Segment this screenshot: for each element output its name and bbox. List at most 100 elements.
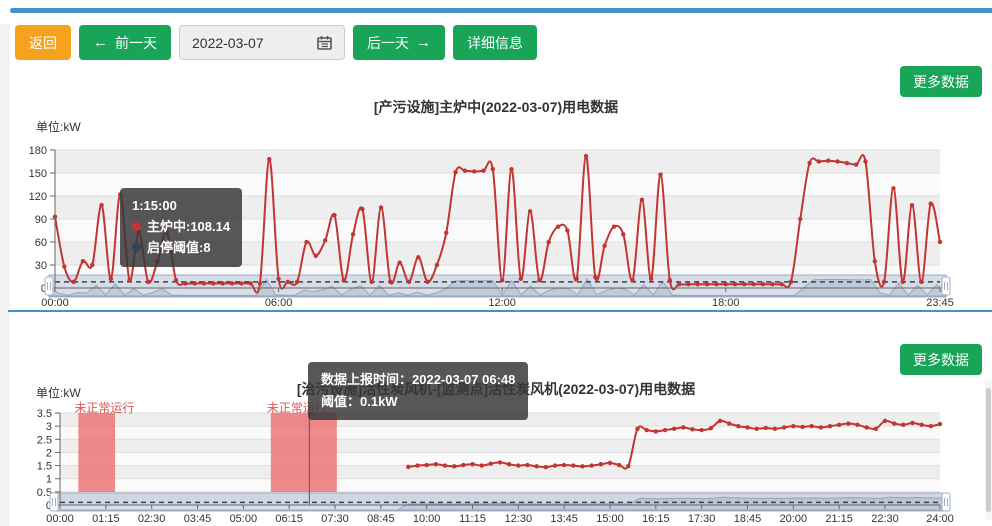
data-point[interactable] (534, 464, 539, 469)
data-point[interactable] (704, 281, 710, 287)
data-point[interactable] (681, 425, 686, 430)
data-point[interactable] (434, 262, 440, 268)
data-point[interactable] (901, 422, 906, 428)
data-point[interactable] (881, 279, 887, 285)
data-point[interactable] (919, 279, 924, 285)
data-point[interactable] (763, 425, 769, 431)
data-point[interactable] (798, 216, 803, 222)
data-point[interactable] (745, 425, 750, 430)
data-point[interactable] (653, 429, 659, 434)
data-point[interactable] (695, 281, 700, 287)
data-point[interactable] (462, 168, 468, 173)
data-point[interactable] (304, 239, 309, 245)
data-point[interactable] (71, 279, 76, 285)
data-point[interactable] (937, 239, 943, 245)
data-point[interactable] (863, 159, 868, 164)
data-point[interactable] (779, 281, 784, 287)
data-point[interactable] (853, 162, 859, 167)
data-point[interactable] (714, 281, 719, 287)
data-point[interactable] (350, 232, 356, 237)
data-point[interactable] (442, 463, 448, 468)
data-point[interactable] (257, 281, 263, 286)
data-point[interactable] (211, 281, 216, 286)
data-point[interactable] (807, 160, 812, 166)
data-point[interactable] (791, 423, 796, 429)
data-point[interactable] (621, 232, 626, 237)
date-input[interactable]: 2022-03-07 (179, 25, 345, 60)
data-point[interactable] (760, 281, 766, 287)
data-point[interactable] (836, 422, 842, 428)
data-point[interactable] (488, 461, 494, 466)
data-point[interactable] (229, 281, 235, 286)
data-point[interactable] (183, 281, 188, 286)
data-point[interactable] (846, 421, 851, 426)
datazoom-handle-right[interactable] (941, 492, 951, 512)
data-point[interactable] (62, 264, 67, 269)
data-point[interactable] (490, 166, 496, 172)
data-point[interactable] (406, 279, 412, 285)
data-point[interactable] (589, 463, 594, 468)
data-point[interactable] (937, 421, 943, 427)
detail-info-button[interactable]: 详细信息 (453, 25, 537, 60)
data-point[interactable] (809, 423, 814, 429)
more-data-button-1[interactable]: 更多数据 (900, 66, 982, 97)
data-point[interactable] (537, 278, 542, 283)
data-point[interactable] (406, 464, 411, 470)
data-point[interactable] (583, 153, 589, 159)
scrollbar-thumb[interactable] (986, 388, 991, 512)
data-point[interactable] (369, 279, 374, 285)
data-point[interactable] (99, 202, 104, 208)
data-point[interactable] (827, 423, 833, 429)
data-point[interactable] (676, 281, 682, 287)
data-point[interactable] (639, 197, 645, 203)
data-point[interactable] (276, 276, 281, 281)
data-point[interactable] (295, 279, 300, 285)
data-point[interactable] (425, 279, 430, 285)
data-point[interactable] (882, 418, 888, 424)
data-point[interactable] (525, 462, 530, 468)
datazoom-handle-left[interactable] (49, 492, 59, 512)
data-point[interactable] (671, 426, 677, 431)
data-point[interactable] (433, 462, 439, 467)
data-point[interactable] (571, 463, 576, 468)
data-point[interactable] (555, 224, 561, 229)
data-point[interactable] (481, 168, 486, 173)
data-point[interactable] (770, 281, 775, 287)
data-point[interactable] (239, 281, 244, 286)
data-point[interactable] (192, 281, 197, 286)
data-point[interactable] (855, 422, 860, 428)
more-data-button-2[interactable]: 更多数据 (900, 344, 982, 375)
data-point[interactable] (378, 205, 384, 210)
data-point[interactable] (397, 260, 402, 265)
data-point[interactable] (872, 258, 877, 264)
data-point[interactable] (699, 427, 704, 433)
data-point[interactable] (453, 170, 458, 175)
data-point[interactable] (598, 462, 604, 467)
data-point[interactable] (593, 275, 598, 280)
data-point[interactable] (928, 423, 934, 429)
data-point[interactable] (835, 159, 840, 164)
data-point[interactable] (332, 212, 337, 218)
data-point[interactable] (909, 203, 915, 208)
data-point[interactable] (644, 427, 649, 433)
data-point[interactable] (415, 463, 420, 468)
data-point[interactable] (313, 253, 319, 258)
data-point[interactable] (690, 427, 695, 432)
data-point[interactable] (173, 278, 179, 283)
data-point[interactable] (145, 279, 151, 285)
data-point[interactable] (649, 276, 654, 281)
data-point[interactable] (565, 228, 570, 233)
data-point[interactable] (772, 426, 778, 431)
data-point[interactable] (201, 281, 207, 286)
data-point[interactable] (479, 463, 484, 468)
data-point[interactable] (388, 279, 393, 285)
data-point[interactable] (732, 281, 738, 287)
data-point[interactable] (826, 158, 831, 163)
data-point[interactable] (900, 279, 905, 285)
data-point[interactable] (844, 160, 850, 166)
data-point[interactable] (472, 169, 477, 174)
data-point[interactable] (360, 206, 365, 212)
data-point[interactable] (800, 424, 805, 430)
data-point[interactable] (742, 281, 747, 287)
